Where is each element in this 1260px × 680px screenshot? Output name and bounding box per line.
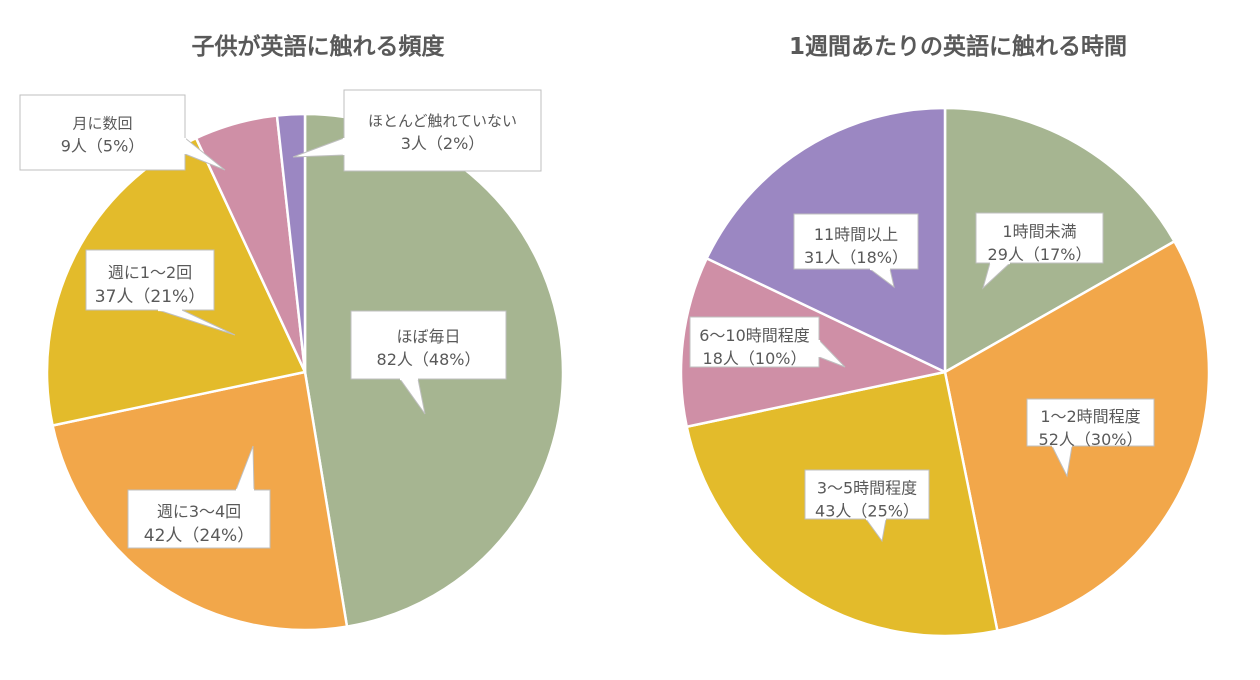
slice-category-label: 週に1〜2回 <box>108 263 192 282</box>
slice-count-label: 31人（18%） <box>804 248 908 267</box>
slice-count-label: 52人（30%） <box>1039 430 1143 449</box>
chart-2-callout-1: 1時間未満 29人（17%） <box>975 212 1104 290</box>
callout-box <box>689 316 820 368</box>
slice-count-label: 9人（5%） <box>61 137 145 156</box>
slice-count-label: 43人（25%） <box>815 502 919 521</box>
slice-count-label: 82人（48%） <box>377 350 481 369</box>
slice-category-label: ほとんど触れていない <box>368 112 517 130</box>
callout-box <box>343 89 542 172</box>
callout-box <box>975 212 1104 264</box>
slice-category-label: 月に数回 <box>72 115 132 133</box>
callout-box <box>127 489 271 549</box>
callout-box <box>1026 398 1155 447</box>
slice-count-label: 37人（21%） <box>95 287 205 307</box>
callout-box <box>19 94 186 171</box>
slice-category-label: 1〜2時間程度 <box>1040 407 1140 426</box>
slice-category-label: 週に3〜4回 <box>157 502 241 521</box>
chart-2-callout-3: 3〜5時間程度 43人（25%） <box>804 469 930 543</box>
slice-category-label: 3〜5時間程度 <box>817 479 917 498</box>
callout-layer: ほぼ毎日 82人（48%） 週に3〜4回 42人（24%） 週に1〜2回 37人（21%）… <box>19 89 1155 549</box>
chart-1-slice-5 <box>275 112 307 374</box>
chart-1-callout-1: ほぼ毎日 82人（48%） <box>350 310 507 415</box>
chart-1-callout-5: ほとんど触れていない 3人（2%） <box>292 89 542 172</box>
slice-category-label: ほぼ毎日 <box>396 327 460 346</box>
chart-2-callout-5: 11時間以上 31人（18%） <box>793 213 919 289</box>
chart-2-callout-2: 1〜2時間程度 52人（30%） <box>1026 398 1155 478</box>
slice-category-label: 11時間以上 <box>814 225 898 244</box>
chart-1-callout-4: 月に数回 9人（5%） <box>19 94 226 171</box>
callout-box <box>85 249 215 311</box>
chart-1-callout-2: 週に3〜4回 42人（24%） <box>127 445 271 549</box>
chart-1-title: 子供が英語に触れる頻度 <box>192 33 446 60</box>
slice-category-label: 1時間未満 <box>1002 222 1076 241</box>
slice-count-label: 29人（17%） <box>988 245 1092 264</box>
pie-chart-2 <box>679 106 1211 638</box>
slice-count-label: 42人（24%） <box>144 526 254 546</box>
chart-2-callout-4: 6〜10時間程度 18人（10%） <box>689 316 846 368</box>
callout-box <box>350 310 507 380</box>
callout-box <box>793 213 919 270</box>
callout-box <box>804 469 930 520</box>
chart-1-callout-3: 週に1〜2回 37人（21%） <box>85 249 236 336</box>
slice-category-label: 6〜10時間程度 <box>699 326 810 345</box>
slice-count-label: 3人（2%） <box>401 134 485 153</box>
slice-count-label: 18人（10%） <box>703 349 807 368</box>
chart-2-title: 1週間あたりの英語に触れる時間 <box>789 33 1127 60</box>
